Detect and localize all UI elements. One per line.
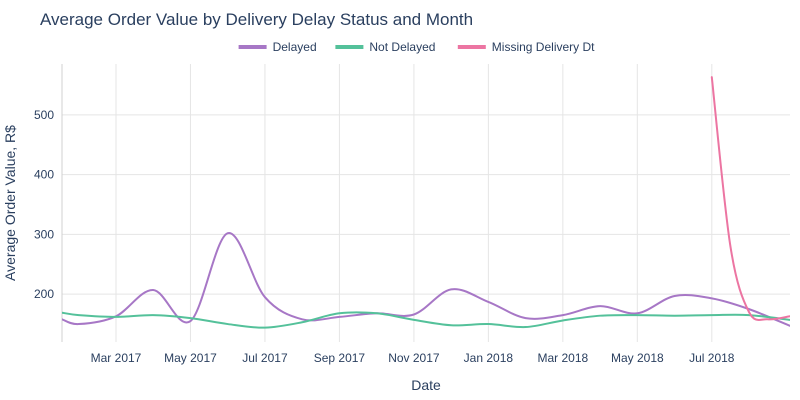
x-tick-label: Mar 2018 [537, 351, 588, 365]
grid [62, 64, 790, 342]
x-axis-title: Date [411, 377, 441, 393]
x-tick-label: Sep 2017 [314, 351, 366, 365]
x-tick-label: May 2018 [611, 351, 664, 365]
series-layer [62, 76, 790, 329]
chart-title: Average Order Value by Delivery Delay St… [40, 10, 473, 29]
y-ticks: 200 300 400 500 [34, 108, 54, 301]
x-tick-label: Nov 2017 [388, 351, 440, 365]
series-line-not-delayed [62, 311, 790, 329]
legend: Delayed Not Delayed Missing Delivery Dt [238, 40, 595, 54]
x-ticks: Mar 2017 May 2017 Jul 2017 Sep 2017 Nov 2017… [91, 351, 735, 365]
x-tick-label: Jul 2017 [242, 351, 288, 365]
y-tick-label: 200 [34, 287, 54, 301]
legend-label: Not Delayed [369, 40, 435, 54]
legend-item-not-delayed[interactable]: Not Delayed [335, 40, 435, 54]
y-axis-title: Average Order Value, R$ [2, 125, 18, 281]
series-line-delayed [62, 232, 790, 327]
y-tick-label: 300 [34, 227, 54, 241]
x-tick-label: May 2017 [164, 351, 217, 365]
y-tick-label: 400 [34, 168, 54, 182]
legend-label: Missing Delivery Dt [492, 40, 595, 54]
legend-item-missing-delivery-dt[interactable]: Missing Delivery Dt [457, 40, 595, 54]
series-line-missing-delivery-dt [710, 76, 790, 321]
x-tick-label: Jan 2018 [464, 351, 514, 365]
legend-label: Delayed [273, 40, 317, 54]
legend-item-delayed[interactable]: Delayed [238, 40, 317, 54]
x-tick-label: Jul 2018 [689, 351, 735, 365]
x-tick-label: Mar 2017 [91, 351, 142, 365]
y-tick-label: 500 [34, 108, 54, 122]
